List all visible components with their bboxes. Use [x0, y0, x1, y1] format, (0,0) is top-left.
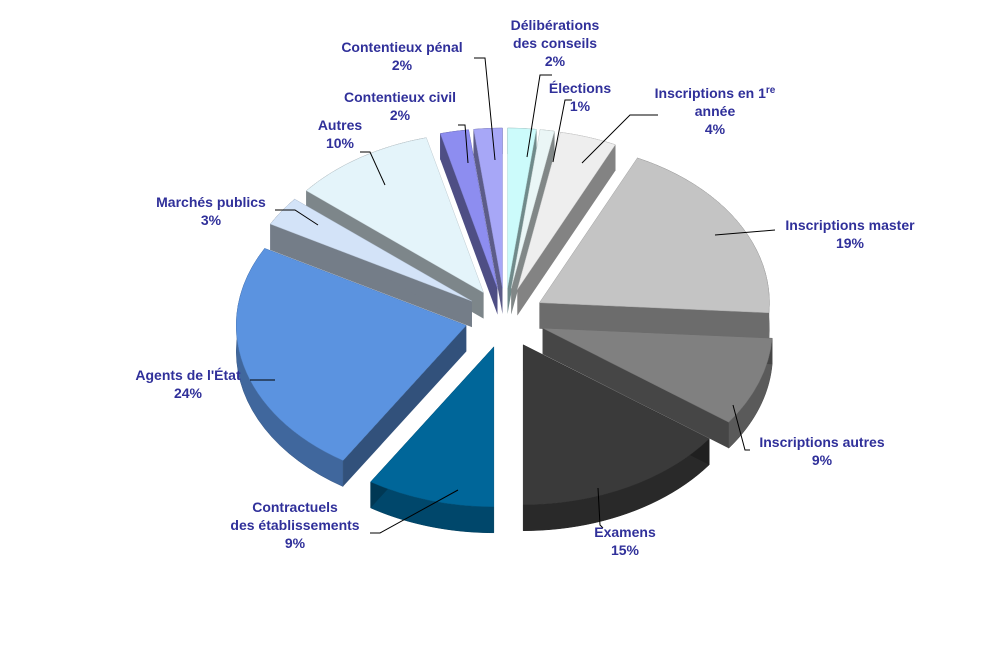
leader-examens [597, 487, 604, 529]
leader-contentieux-penal [474, 57, 496, 161]
label-line: Contentieux civil [344, 89, 456, 105]
label-line: 19% [836, 235, 865, 251]
slice-top [439, 129, 498, 289]
slice-edge [343, 325, 467, 487]
label-line: Examens [594, 524, 656, 540]
slice-top [305, 137, 485, 294]
pie-slices [236, 127, 773, 534]
slice-edge [270, 224, 472, 328]
slice-marches-publics [269, 198, 473, 328]
slice-contentieux-penal [473, 127, 503, 315]
label-line: Élections [549, 80, 611, 96]
leader-contractuels-des-etablissements [370, 489, 459, 534]
slice-top [236, 248, 467, 461]
label-contractuels-des-etablissements: Contractuels des établissements 9% [230, 499, 359, 551]
slice-top [542, 327, 773, 423]
label-line: Contentieux pénal [341, 39, 462, 55]
leader-inscriptions-master [714, 229, 776, 236]
label-examens: Examens 15% [594, 524, 656, 558]
label-inscriptions-en-1re-annee: Inscriptions en 1re année 4% [655, 85, 776, 138]
label-line: 1% [570, 98, 591, 114]
leader-marches-publics [275, 209, 319, 226]
leader-deliberations-des-conseils [526, 74, 552, 158]
slice-elections [511, 129, 555, 315]
slice-edge [517, 144, 616, 316]
slice-inscriptions-autres [542, 327, 773, 449]
slice-deliberations-des-conseils [507, 127, 537, 315]
label-autres: Autres 10% [318, 117, 363, 151]
label-line: 9% [285, 535, 306, 551]
label-line: 2% [545, 53, 566, 69]
slice-top [522, 344, 710, 505]
slice-autres [305, 137, 485, 319]
leader-contentieux-civil [458, 124, 469, 164]
slice-top [370, 346, 495, 508]
slice-edge [542, 328, 729, 449]
slice-examens [522, 344, 710, 531]
label-deliberations-des-conseils: Délibérations des conseils 2% [511, 17, 600, 69]
label-marches-publics: Marchés publics 3% [156, 194, 266, 228]
slice-top [511, 129, 555, 289]
slice-edge [511, 131, 555, 315]
leader-lines [250, 57, 776, 534]
leader-inscriptions-autres [732, 404, 750, 451]
slice-edge [473, 129, 503, 315]
slice-top [538, 157, 770, 314]
label-line: année [695, 103, 736, 119]
label-superscript: re [766, 85, 776, 96]
label-inscriptions-autres: Inscriptions autres 9% [759, 434, 884, 468]
label-line: des établissements [230, 517, 359, 533]
leader-autres [360, 151, 386, 186]
slice-inscriptions-master [538, 157, 770, 339]
label-elections: Élections 1% [549, 80, 611, 114]
leader-elections [552, 99, 572, 163]
label-inscriptions-master: Inscriptions master 19% [785, 217, 915, 251]
label-line: Agents de l'État [135, 367, 241, 383]
label-agents-de-l-etat: Agents de l'État 24% [135, 367, 241, 401]
label-line: Inscriptions en 1re [655, 85, 776, 102]
label-line: Marchés publics [156, 194, 266, 210]
slice-top [517, 132, 616, 290]
label-line: 10% [326, 135, 355, 151]
label-line: Autres [318, 117, 363, 133]
slice-top [473, 127, 503, 289]
slice-agents-de-l-etat [236, 247, 467, 487]
label-line: 3% [201, 212, 222, 228]
label-contentieux-civil: Contentieux civil 2% [344, 89, 456, 123]
label-line: 9% [812, 452, 833, 468]
label-line: 2% [392, 57, 413, 73]
slice-contentieux-civil [439, 129, 498, 315]
slice-edge [440, 133, 498, 315]
label-line: Inscriptions master [785, 217, 915, 233]
slice-top [269, 198, 473, 302]
slice-edge [539, 302, 769, 339]
label-line: 2% [390, 107, 411, 123]
label-line: 15% [611, 542, 640, 558]
slice-contractuels-des-etablissements [370, 346, 495, 534]
label-line: des conseils [513, 35, 597, 51]
label-line: Inscriptions autres [759, 434, 884, 450]
slice-inscriptions-en-1re-annee [517, 132, 616, 316]
label-line: Délibérations [511, 17, 600, 33]
slice-edge [507, 129, 537, 315]
slice-top [507, 127, 537, 289]
slice-labels: Délibérations des conseils 2% Élections 1% In… [135, 17, 915, 558]
label-line: 4% [705, 121, 726, 137]
label-line: 24% [174, 385, 203, 401]
label-contentieux-penal: Contentieux pénal 2% [341, 39, 462, 73]
label-line: Contractuels [252, 499, 338, 515]
leader-inscriptions-en-1re-annee [581, 114, 658, 164]
